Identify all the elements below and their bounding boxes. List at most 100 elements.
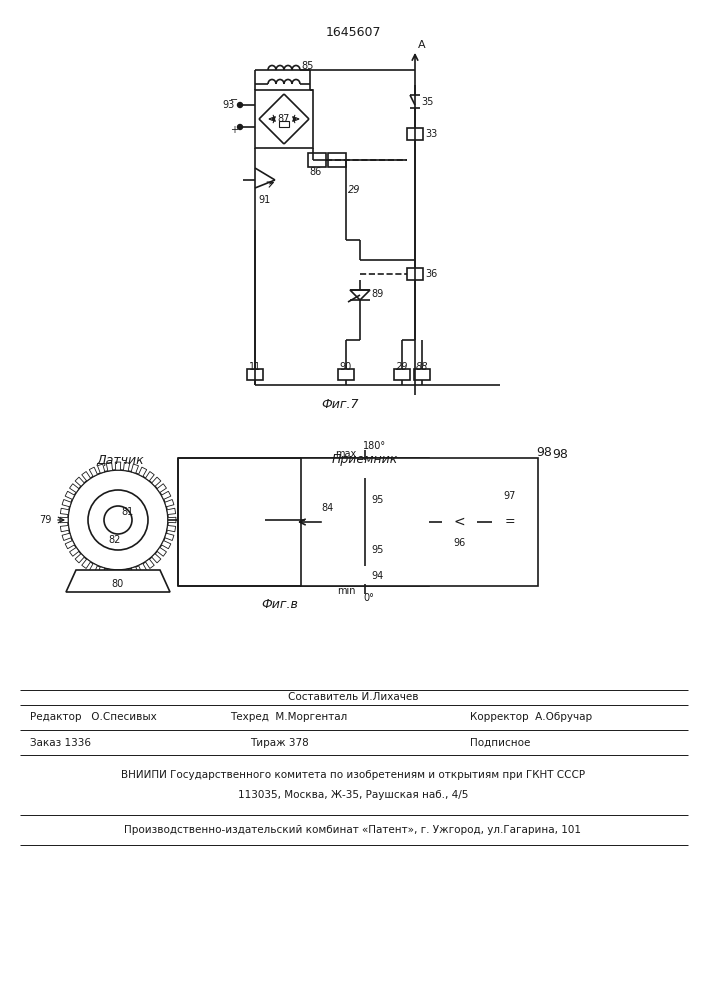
- Polygon shape: [62, 499, 71, 507]
- Text: 89: 89: [371, 289, 383, 299]
- Text: =: =: [505, 516, 515, 528]
- Polygon shape: [167, 525, 175, 532]
- Text: 180°: 180°: [363, 441, 386, 451]
- Circle shape: [238, 103, 243, 107]
- Polygon shape: [146, 559, 154, 568]
- Polygon shape: [146, 472, 154, 481]
- Text: 98: 98: [536, 446, 552, 460]
- Text: 35: 35: [421, 97, 433, 107]
- Text: 82: 82: [108, 535, 120, 545]
- Bar: [247, 369, 263, 380]
- Text: Редактор   О.Спесивых: Редактор О.Спесивых: [30, 712, 157, 722]
- Polygon shape: [65, 491, 74, 499]
- Text: Производственно-издательский комбинат «Патент», г. Ужгород, ул.Гагарина, 101: Производственно-издательский комбинат «П…: [124, 825, 581, 835]
- Text: Подписное: Подписное: [470, 738, 530, 748]
- Polygon shape: [139, 563, 147, 573]
- Bar: [407, 128, 423, 140]
- Circle shape: [362, 473, 368, 479]
- Text: 95: 95: [371, 495, 383, 505]
- Text: 91: 91: [258, 195, 270, 205]
- Text: Фиг.7: Фиг.7: [321, 398, 358, 412]
- Text: max: max: [335, 449, 356, 459]
- Circle shape: [238, 124, 243, 129]
- Text: Приемник: Приемник: [332, 454, 398, 466]
- Polygon shape: [89, 563, 98, 573]
- Polygon shape: [168, 517, 176, 523]
- Text: 96: 96: [453, 538, 466, 548]
- Polygon shape: [165, 533, 174, 541]
- Polygon shape: [350, 290, 370, 300]
- Bar: [301, 458, 538, 586]
- Text: 33: 33: [425, 129, 437, 139]
- Text: 81: 81: [121, 507, 133, 517]
- Polygon shape: [82, 559, 90, 568]
- Polygon shape: [82, 472, 90, 481]
- Text: 93: 93: [222, 100, 234, 110]
- Polygon shape: [60, 517, 68, 523]
- Text: −: −: [230, 95, 238, 105]
- Text: +: +: [230, 125, 238, 135]
- Text: Техред  М.Моргентал: Техред М.Моргентал: [230, 712, 347, 722]
- Text: Заказ 1336: Заказ 1336: [30, 738, 91, 748]
- Text: 88: 88: [416, 362, 428, 372]
- Polygon shape: [132, 567, 139, 576]
- Polygon shape: [132, 464, 139, 473]
- Text: 1645607: 1645607: [325, 25, 381, 38]
- Polygon shape: [161, 541, 171, 549]
- Polygon shape: [151, 554, 161, 563]
- Bar: [255, 90, 313, 148]
- Polygon shape: [69, 484, 79, 493]
- Bar: [338, 369, 354, 380]
- Polygon shape: [115, 462, 121, 470]
- Polygon shape: [115, 570, 121, 578]
- Text: 95: 95: [371, 545, 383, 555]
- Bar: [279, 121, 289, 127]
- Polygon shape: [161, 491, 171, 499]
- Text: ВНИИПИ Государственного комитета по изобретениям и открытиям при ГКНТ СССР: ВНИИПИ Государственного комитета по изоб…: [121, 770, 585, 780]
- Text: 0°: 0°: [363, 593, 374, 603]
- Text: 11: 11: [249, 362, 261, 372]
- Polygon shape: [60, 508, 69, 515]
- Bar: [328, 153, 346, 167]
- Polygon shape: [165, 499, 174, 507]
- Text: 84: 84: [321, 503, 333, 513]
- Text: 90: 90: [340, 362, 352, 372]
- Text: Составитель И.Лихачев: Составитель И.Лихачев: [288, 692, 419, 702]
- Polygon shape: [157, 547, 166, 556]
- Polygon shape: [167, 508, 175, 515]
- Bar: [394, 369, 410, 380]
- Text: Тираж 378: Тираж 378: [250, 738, 309, 748]
- Polygon shape: [98, 567, 105, 576]
- Bar: [178, 500, 265, 537]
- Polygon shape: [139, 467, 147, 477]
- Polygon shape: [106, 569, 112, 578]
- Polygon shape: [151, 477, 161, 486]
- Polygon shape: [89, 467, 98, 477]
- Polygon shape: [75, 554, 84, 563]
- Text: 36: 36: [425, 269, 437, 279]
- Text: 85: 85: [301, 61, 313, 71]
- Bar: [308, 153, 326, 167]
- Text: Датчик: Датчик: [96, 454, 144, 466]
- Polygon shape: [66, 570, 170, 592]
- Bar: [414, 369, 430, 380]
- Text: 97: 97: [504, 491, 516, 501]
- Polygon shape: [98, 464, 105, 473]
- Text: 98: 98: [552, 448, 568, 462]
- Polygon shape: [69, 547, 79, 556]
- Text: Фиг.в: Фиг.в: [262, 597, 298, 610]
- Text: 94: 94: [371, 571, 383, 581]
- Text: 87: 87: [278, 114, 290, 124]
- Text: 29: 29: [396, 362, 408, 372]
- Polygon shape: [106, 462, 112, 471]
- Polygon shape: [60, 525, 69, 532]
- Polygon shape: [157, 484, 166, 493]
- Text: Корректор  А.Обручар: Корректор А.Обручар: [470, 712, 592, 722]
- Polygon shape: [62, 533, 71, 541]
- Bar: [407, 268, 423, 280]
- Text: 86: 86: [310, 167, 322, 177]
- Polygon shape: [124, 462, 130, 471]
- Text: A: A: [418, 40, 426, 50]
- Text: 113035, Москва, Ж-35, Раушская наб., 4/5: 113035, Москва, Ж-35, Раушская наб., 4/5: [238, 790, 468, 800]
- Polygon shape: [65, 541, 74, 549]
